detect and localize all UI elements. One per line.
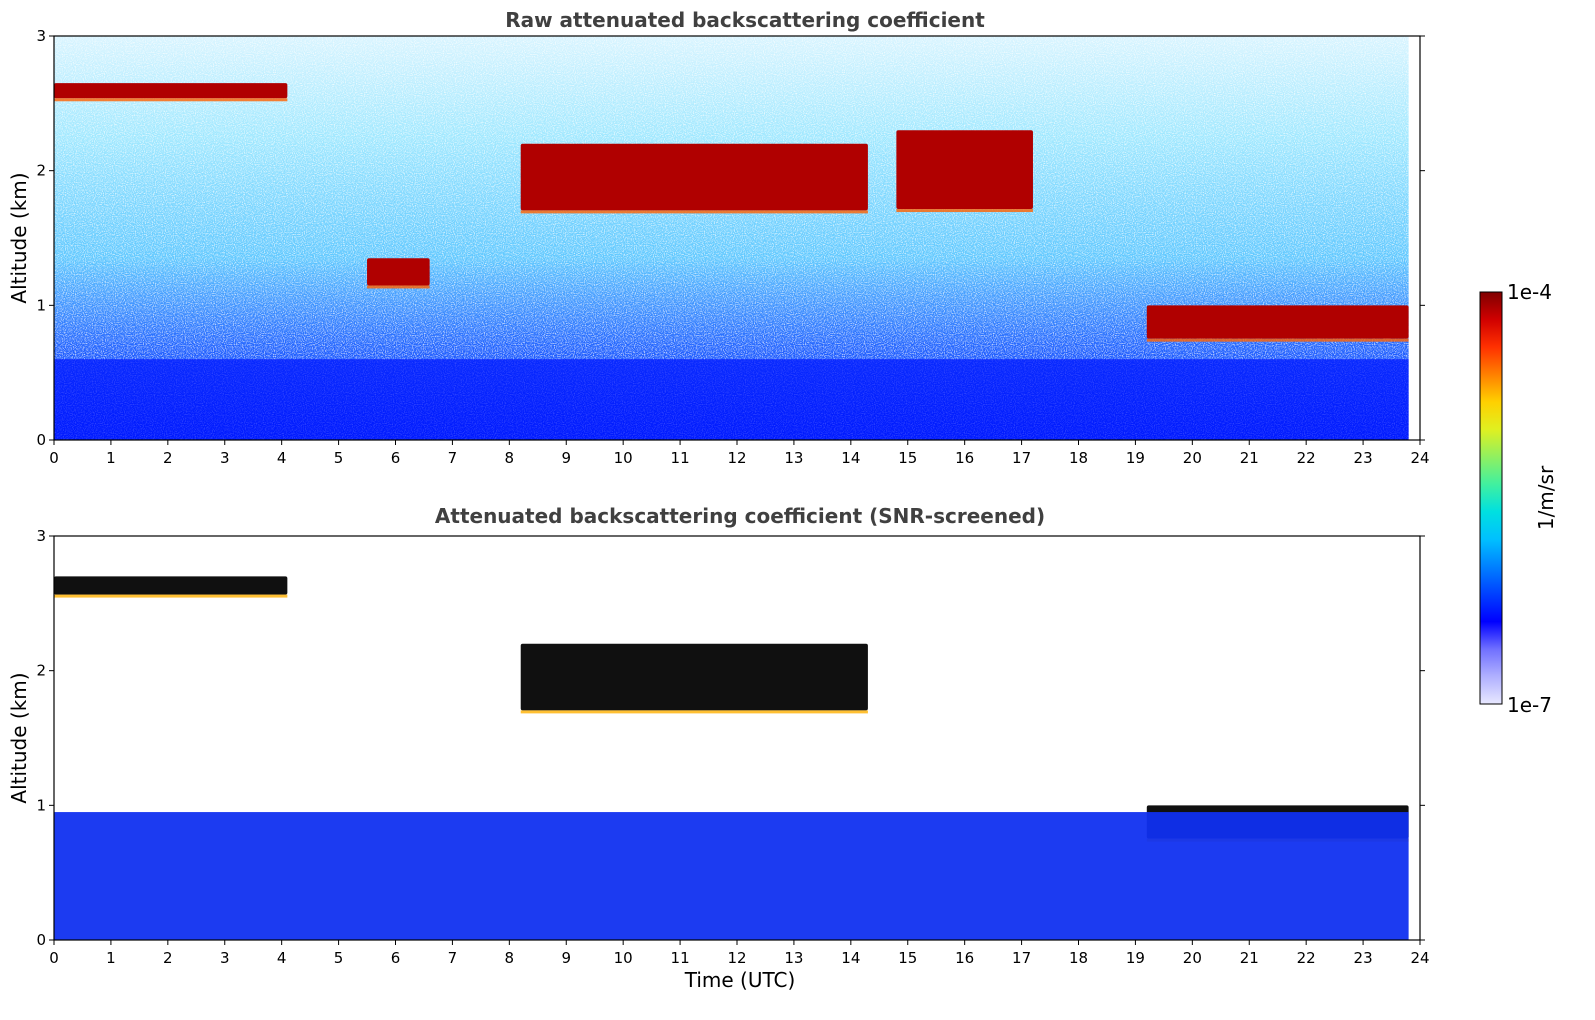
x-tick-label: 0 [49,949,59,967]
y-tick-label: 0 [36,431,46,449]
x-tick-label: 8 [505,949,515,967]
x-tick-label: 17 [1012,949,1031,967]
x-tick-label: 24 [1410,449,1429,467]
cloud-layer [54,576,288,595]
cloud-layer [520,143,868,211]
panel-title: Attenuated backscattering coefficient (S… [435,504,1045,528]
x-tick-label: 14 [841,449,860,467]
y-tick-label: 1 [36,296,46,314]
x-tick-label: 14 [841,949,860,967]
cloud-layer-edge [520,710,868,714]
colorbar-bar [1479,291,1503,705]
x-tick-label: 6 [391,449,401,467]
cloud-layer-edge [1146,338,1409,342]
y-axis-label: Altitude (km) [7,172,31,303]
x-tick-label: 1 [106,449,116,467]
x-tick-label: 16 [955,949,974,967]
x-tick-label: 1 [106,949,116,967]
x-axis-ticks: 0 1 2 3 4 5 6 7 8 9 10 11 12 13 14 15 16 17 18 19 20 21 22 23 24 [49,440,1430,467]
y-tick-label: 3 [36,527,46,545]
panel-raw: Raw attenuated backscattering coefficien… [7,8,1430,467]
x-tick-label: 12 [727,449,746,467]
x-tick-label: 0 [49,449,59,467]
x-tick-label: 18 [1069,949,1088,967]
colorbar-label: 1/m/sr [1534,465,1558,530]
x-tick-label: 9 [561,449,571,467]
x-tick-label: 15 [898,949,917,967]
cloud-layer-edge [54,594,288,598]
x-tick-label: 3 [220,449,230,467]
x-tick-label: 5 [334,449,344,467]
x-tick-label: 11 [671,449,690,467]
x-tick-label: 7 [448,949,458,967]
x-tick-label: 20 [1183,949,1202,967]
panel-screened: Attenuated backscattering coefficient (S… [7,504,1430,992]
cloud-layer [896,130,1033,210]
cloud-layer [54,83,288,99]
y-axis-label: Altitude (km) [7,672,31,803]
x-axis-label: Time (UTC) [684,968,796,992]
cloud-layer-edge [520,210,868,214]
x-tick-label: 15 [898,449,917,467]
cloud-layer-edge [367,285,430,289]
x-tick-label: 13 [784,449,803,467]
x-tick-label: 11 [671,949,690,967]
y-tick-label: 2 [36,662,46,680]
y-axis-ticks: 0 1 2 3 [36,27,1425,449]
y-tick-label: 1 [36,796,46,814]
boundary-layer-region [54,359,1409,440]
x-tick-label: 19 [1126,949,1145,967]
y-axis-ticks: 0 1 2 3 [36,527,1425,949]
x-tick-label: 24 [1410,949,1429,967]
panel-title: Raw attenuated backscattering coefficien… [505,8,985,32]
x-tick-label: 6 [391,949,401,967]
cloud-layer-edge [896,209,1033,213]
x-tick-label: 18 [1069,449,1088,467]
heatmap-area [54,576,1409,940]
x-tick-label: 17 [1012,449,1031,467]
y-tick-label: 3 [36,27,46,45]
x-tick-label: 8 [505,449,515,467]
x-tick-label: 9 [561,949,571,967]
x-tick-label: 12 [727,949,746,967]
x-tick-label: 23 [1354,449,1373,467]
cloud-layer-edge [54,98,288,102]
x-tick-label: 21 [1240,949,1259,967]
y-tick-label: 0 [36,931,46,949]
heatmap-area [54,36,1409,440]
cloud-layer [1146,305,1409,339]
x-tick-label: 21 [1240,449,1259,467]
x-tick-label: 23 [1354,949,1373,967]
x-tick-label: 3 [220,949,230,967]
x-tick-label: 22 [1297,949,1316,967]
boundary-layer-region [54,812,1409,940]
x-tick-label: 16 [955,449,974,467]
x-tick-label: 10 [614,949,633,967]
x-axis-ticks: 0 1 2 3 4 5 6 7 8 9 10 11 12 13 14 15 16 17 18 19 20 21 22 23 24 [49,940,1430,967]
colorbar-min-label: 1e-7 [1507,693,1552,717]
cloud-layer [367,258,430,286]
colorbar-max-label: 1e-4 [1507,280,1552,304]
x-tick-label: 13 [784,949,803,967]
cloud-layer [520,643,868,711]
x-tick-label: 22 [1297,449,1316,467]
x-tick-label: 4 [277,449,287,467]
y-tick-label: 2 [36,162,46,180]
x-tick-label: 19 [1126,449,1145,467]
colorbar: 1e-4 1e-7 1/m/sr [1479,280,1558,717]
x-tick-label: 5 [334,949,344,967]
x-tick-label: 2 [163,949,173,967]
x-tick-label: 20 [1183,449,1202,467]
x-tick-label: 7 [448,449,458,467]
x-tick-label: 10 [614,449,633,467]
x-tick-label: 2 [163,449,173,467]
x-tick-label: 4 [277,949,287,967]
